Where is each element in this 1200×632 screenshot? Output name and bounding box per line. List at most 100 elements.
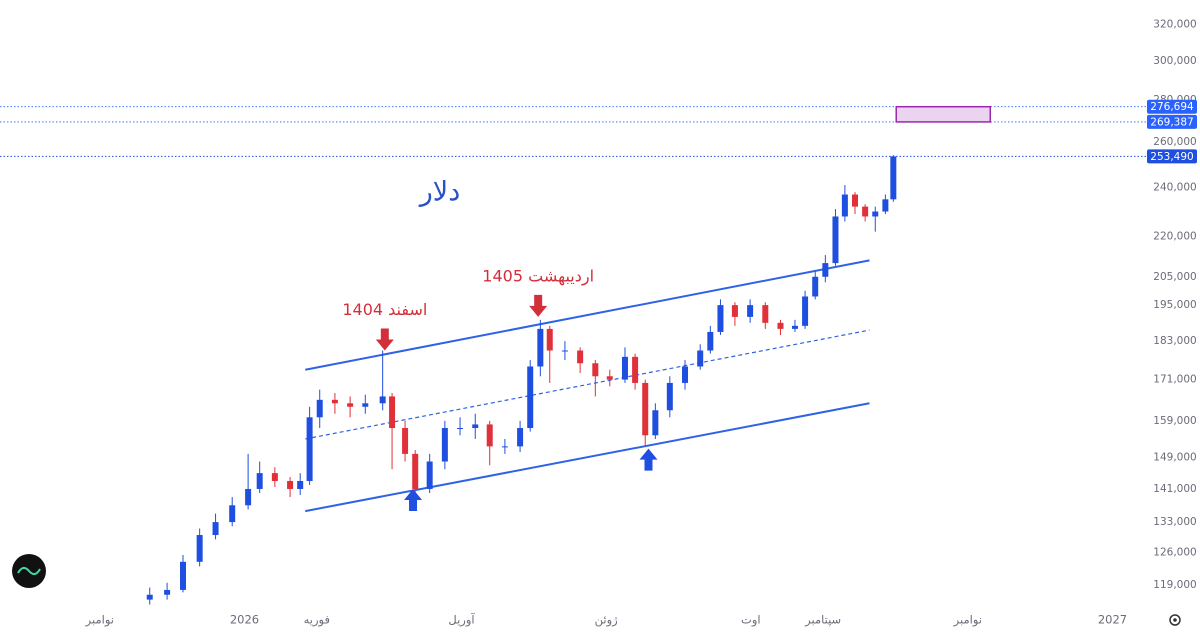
channel-line [305, 402, 870, 513]
candle-layer [146, 155, 897, 605]
x-tick-label: 2027 [1098, 613, 1127, 627]
candle-body [822, 263, 829, 277]
x-tick-label: 2026 [230, 613, 259, 627]
y-tick-label: 260,000 [1153, 136, 1196, 148]
candle-body [196, 535, 203, 562]
x-tick-label: اوت [741, 613, 761, 628]
candle-body [537, 328, 544, 367]
arrow [529, 294, 548, 317]
price-tag [1147, 114, 1197, 129]
candle-body [457, 428, 464, 430]
logo-mark [17, 567, 41, 575]
candle-body [890, 156, 897, 200]
x-tick-label: نوامبر [953, 613, 982, 628]
candle-body [731, 305, 738, 317]
logo[interactable] [12, 554, 46, 588]
candle-body [271, 473, 278, 481]
annotation-label: اسفند 1404 [342, 300, 427, 319]
candle-body [802, 296, 809, 326]
x-tick-label: سپتامبر [804, 613, 841, 628]
channel-line [305, 259, 870, 371]
x-tick-label: ژوئن [595, 613, 619, 628]
y-tick-label: 119,000 [1153, 579, 1196, 591]
annotation-label: اردیبهشت 1405 [482, 266, 594, 286]
candle-body [379, 396, 386, 404]
chart-title: دلار [418, 177, 460, 208]
candle-body [577, 350, 584, 364]
candle-body [316, 399, 323, 418]
candle-body [621, 356, 628, 380]
candle-body [297, 480, 304, 489]
candle-body [832, 216, 839, 264]
candle-body [707, 331, 714, 351]
candle-body [642, 382, 649, 436]
arrow [639, 448, 658, 471]
candle-body [852, 194, 858, 207]
candle-body [256, 473, 263, 489]
x-tick-label: فوریه [304, 613, 330, 628]
y-tick-label: 171,000 [1153, 374, 1196, 386]
candle-body [180, 561, 187, 590]
candle-body [841, 194, 848, 217]
candle-body [632, 356, 639, 383]
price-tag-label: 253,490 [1150, 151, 1193, 163]
candle-body [486, 424, 493, 447]
candle-body [229, 505, 236, 523]
candle-body [362, 403, 369, 407]
y-tick-label: 149,000 [1153, 452, 1196, 464]
arrow [404, 488, 423, 511]
y-tick-label: 133,000 [1153, 516, 1196, 528]
candle-body [245, 488, 252, 506]
candle-body [527, 366, 534, 429]
y-tick-label: 141,000 [1153, 483, 1196, 495]
price-tag-label: 269,387 [1150, 116, 1193, 128]
y-tick-label: 183,000 [1153, 335, 1196, 347]
candle-body [882, 199, 889, 212]
x-tick-label: نوامبر [85, 613, 114, 628]
y-tick-label: 159,000 [1153, 415, 1196, 427]
settings-icon-center [1173, 618, 1177, 622]
candle-body [791, 325, 798, 329]
candle-body [666, 382, 673, 411]
candle-body [146, 594, 153, 600]
x-tick-label: آوریل [448, 613, 475, 628]
annotation-layer: 276,694 269,387 253,490 اسفند 1404 اردیبهشت … [342, 99, 1197, 511]
price-tag-label: 276,694 [1150, 101, 1194, 113]
candle-body [862, 206, 869, 217]
candle-body [472, 424, 479, 429]
candle-body [412, 453, 419, 489]
arrow [375, 328, 394, 351]
candle-body [441, 428, 448, 462]
candle-body [212, 522, 219, 536]
candle-body [426, 461, 433, 489]
price-tag [1147, 99, 1197, 114]
candle-body [389, 396, 396, 429]
settings-icon[interactable] [1169, 614, 1181, 626]
candle-body [501, 446, 508, 448]
y-tick-label: 320,000 [1153, 18, 1196, 30]
candle-body [762, 305, 769, 323]
candle-body [331, 399, 338, 404]
candle-body [747, 305, 754, 317]
candle-body [682, 366, 689, 383]
candle-body [546, 328, 553, 351]
y-tick-label: 300,000 [1153, 55, 1196, 67]
y-tick-label: 126,000 [1153, 547, 1196, 559]
grid-layer: 119,000 126,000 133,000 141,000 149,000 159,0… [85, 18, 1197, 627]
settings-button[interactable] [1169, 614, 1181, 626]
y-tick-label: 220,000 [1153, 231, 1196, 243]
candle-body [872, 211, 879, 217]
candle-body [306, 417, 313, 481]
candle-body [347, 403, 354, 407]
candle-body [164, 589, 171, 595]
candle-body [777, 322, 784, 329]
candle-body [517, 428, 524, 447]
candle-body [561, 350, 568, 352]
candle-body [287, 480, 294, 489]
candle-body [652, 410, 659, 436]
y-tick-label: 205,000 [1153, 271, 1196, 283]
candle-body [697, 350, 704, 367]
candle-body [606, 376, 613, 380]
